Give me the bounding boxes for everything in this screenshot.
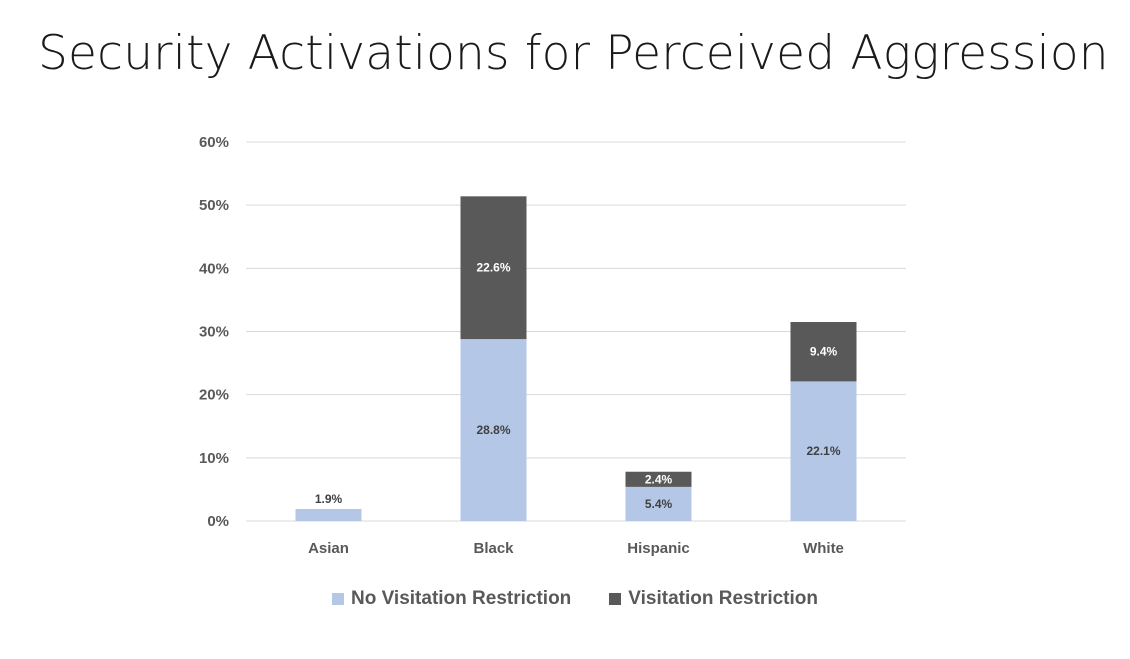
- bar-hispanic-visitation-restriction: [625, 471, 692, 487]
- legend-swatch-no-visitation-restriction: [332, 593, 344, 605]
- bar-black-visitation-restriction: [460, 196, 527, 340]
- data-label-white-visitation-restriction: 9.4%: [810, 345, 838, 359]
- data-label-hispanic-no-visitation-restriction: 5.4%: [645, 497, 673, 511]
- y-tick-label: 50%: [199, 197, 229, 214]
- x-category-label-white: White: [803, 540, 844, 557]
- x-category-label-asian: Asian: [308, 540, 349, 557]
- bar-black-no-visitation-restriction: [460, 339, 527, 521]
- y-tick-label: 10%: [199, 450, 229, 467]
- legend-item-no-visitation-restriction: No Visitation Restriction: [332, 588, 571, 610]
- data-label-white-no-visitation-restriction: 22.1%: [806, 444, 840, 458]
- legend: No Visitation Restriction Visitation Res…: [0, 588, 1130, 610]
- legend-swatch-visitation-restriction: [609, 593, 622, 605]
- bar-white-visitation-restriction: [790, 322, 857, 382]
- x-category-label-black: Black: [473, 540, 514, 557]
- chart-title: Security Activations for Perceived Aggre…: [38, 26, 1109, 81]
- data-label-asian-no-visitation-restriction: 1.9%: [315, 492, 343, 506]
- bars: [295, 196, 857, 521]
- y-axis-ticks: 0% 10% 20% 30% 40% 50% 60%: [199, 134, 229, 530]
- legend-label-no-visitation-restriction: No Visitation Restriction: [351, 588, 572, 609]
- bar-hispanic-no-visitation-restriction: [625, 486, 692, 521]
- bar-asian-no-visitation-restriction: [295, 508, 362, 521]
- data-labels: 1.9% 28.8% 22.6% 5.4% 2.4% 22.1% 9.4%: [315, 261, 841, 511]
- bar-white-no-visitation-restriction: [790, 381, 857, 521]
- data-label-hispanic-visitation-restriction: 2.4%: [645, 472, 673, 486]
- y-tick-label: 40%: [199, 260, 229, 277]
- y-tick-label: 0%: [207, 513, 229, 530]
- data-label-black-visitation-restriction: 22.6%: [476, 261, 510, 275]
- legend-item-visitation-restriction: Visitation Restriction: [609, 588, 818, 610]
- y-tick-label: 20%: [199, 387, 229, 404]
- data-label-black-no-visitation-restriction: 28.8%: [476, 423, 510, 437]
- legend-label-visitation-restriction: Visitation Restriction: [628, 588, 818, 609]
- x-axis-categories: Asian Black Hispanic White: [308, 540, 844, 557]
- y-tick-label: 60%: [199, 134, 229, 151]
- y-tick-label: 30%: [199, 324, 229, 341]
- x-category-label-hispanic: Hispanic: [627, 540, 690, 557]
